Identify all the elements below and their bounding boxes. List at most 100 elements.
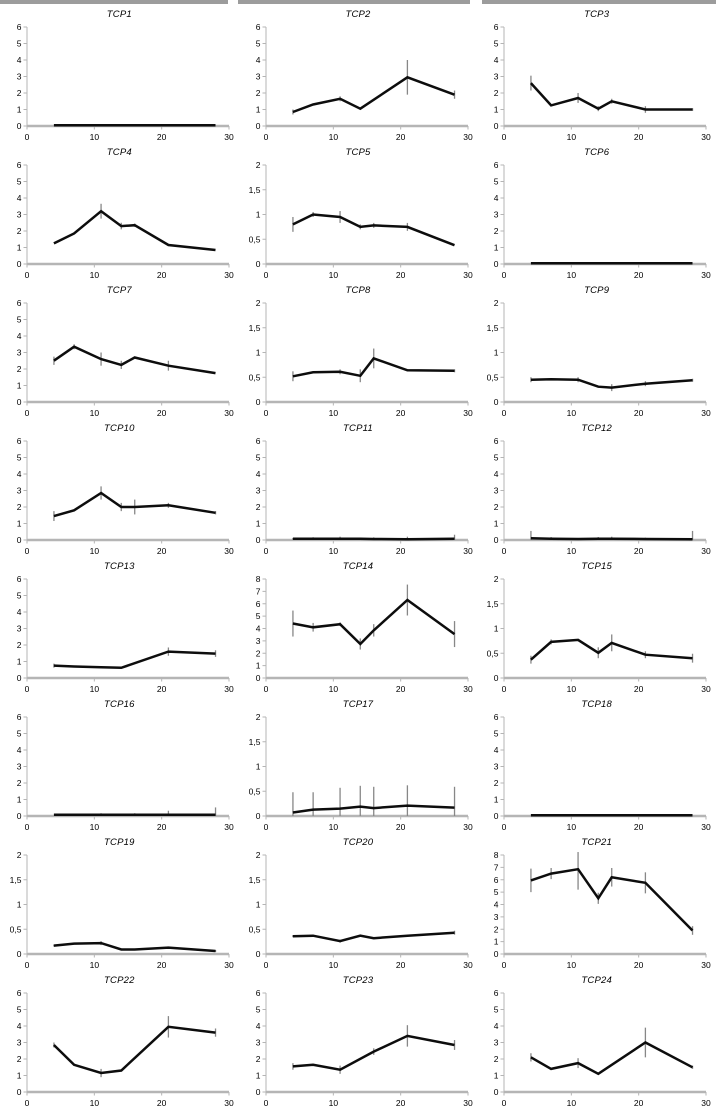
y-tick-label: 2 [17,778,22,788]
y-tick-label: 0 [255,397,260,407]
chart-plot: 0 1 2 3 4 5 6 0 10 20 30 [255,988,472,1108]
data-line [53,941,216,953]
chart-title: TCP23 [342,975,374,986]
x-tick-label: 20 [634,1098,644,1108]
x-tick-label: 30 [463,822,473,832]
x-tick-label: 20 [396,1098,406,1108]
chart-title: TCP21 [581,837,612,848]
y-tick-label: 3 [255,486,260,496]
x-tick-label: 30 [702,546,712,556]
chart-title: TCP3 [584,9,610,20]
x-tick-label: 30 [702,408,712,418]
chart-plot: 0 1 2 3 4 5 6 0 10 20 30 [17,160,234,280]
y-tick-label: 0 [255,535,260,545]
separator-bar [0,0,228,4]
y-tick-label: 0 [17,259,22,269]
x-tick-label: 0 [502,546,507,556]
x-tick-label: 0 [25,132,30,142]
x-tick-label: 10 [328,132,338,142]
x-tick-label: 10 [567,546,577,556]
x-tick-label: 0 [263,270,268,280]
y-tick-label: 0 [255,949,260,959]
x-tick-label: 20 [157,1098,167,1108]
chart-cell-tcp9: TCP9 0 0,5 1 1,5 2 0 10 20 30 [477,282,716,420]
y-tick-label: 0 [255,811,260,821]
y-tick-label: 4 [17,331,22,341]
y-tick-label: 2 [494,778,499,788]
data-line [53,650,216,670]
y-tick-label: 3 [17,1038,22,1048]
y-tick-label: 1,5 [487,323,499,333]
y-tick-label: 1 [255,661,260,671]
y-tick-label: 0,5 [248,372,260,382]
chart-title: TCP10 [104,423,135,434]
x-tick-label: 0 [502,132,507,142]
chart-title: TCP12 [581,423,612,434]
y-tick-label: 3 [17,486,22,496]
chart-title: TCP9 [584,285,610,296]
x-tick-label: 10 [90,822,100,832]
chart-cell-tcp11: TCP11 0 1 2 3 4 5 6 0 10 20 30 [239,420,478,558]
y-tick-label: 2 [17,502,22,512]
y-tick-label: 3 [494,72,499,82]
y-tick-label: 1 [494,624,499,634]
y-tick-label: 1 [17,657,22,667]
chart-title: TCP14 [342,561,374,572]
y-tick-label: 2 [17,364,22,374]
x-tick-label: 10 [567,1098,577,1108]
y-tick-label: 4 [494,745,499,755]
x-tick-label: 30 [224,960,234,970]
y-tick-label: 5 [17,591,22,601]
x-tick-label: 0 [263,684,268,694]
y-tick-label: 1 [17,900,22,910]
y-tick-label: 0 [17,673,22,683]
x-tick-label: 30 [463,546,473,556]
chart-cell-tcp7: TCP7 0 1 2 3 4 5 6 0 10 20 30 [0,282,239,420]
y-tick-label: 5 [494,1005,499,1015]
chart-plot: 0 1 2 3 4 5 6 0 10 20 30 [17,574,234,694]
data-line [53,209,216,252]
y-tick-label: 4 [494,1021,499,1031]
y-tick-label: 2 [17,226,22,236]
x-tick-label: 10 [567,684,577,694]
data-line [530,1041,694,1076]
y-tick-label: 5 [255,39,260,49]
x-tick-label: 20 [634,132,644,142]
chart-plot: 00,511,520 10 20 30 [248,298,472,418]
x-tick-label: 20 [634,546,644,556]
y-tick-label: 2 [255,88,260,98]
y-tick-label: 0,5 [10,924,22,934]
x-tick-label: 0 [25,684,30,694]
chart-title: TCP1 [106,9,132,20]
x-tick-label: 0 [25,270,30,280]
x-tick-label: 20 [157,960,167,970]
y-tick-label: 2 [255,1054,260,1064]
x-tick-label: 30 [224,270,234,280]
x-tick-label: 10 [567,408,577,418]
y-tick-label: 4 [17,193,22,203]
chart-cell-tcp1: TCP1 0 1 2 3 4 5 6 0 10 20 30 [0,6,239,144]
chart-cell-tcp13: TCP13 0 1 2 3 4 5 6 0 10 20 30 [0,558,239,696]
x-tick-label: 10 [90,684,100,694]
x-tick-label: 30 [224,822,234,832]
y-tick-label: 1,5 [248,737,260,747]
y-tick-label: 0 [494,1087,499,1097]
x-tick-label: 0 [502,408,507,418]
x-tick-label: 0 [25,1098,30,1108]
chart-cell-tcp14: TCP14 0 1 2 3 4 5 6 7 8 0 10 20 30 [239,558,478,696]
y-tick-label: 7 [255,586,260,596]
y-tick-label: 1 [255,519,260,529]
chart-plot: 00,511,520 10 20 30 [10,850,234,970]
y-tick-label: 4 [494,193,499,203]
chart-title: TCP2 [345,9,371,20]
chart-title: TCP5 [345,147,371,158]
y-tick-label: 6 [255,436,260,446]
y-tick-label: 5 [17,39,22,49]
y-tick-label: 1 [494,795,499,805]
chart-title: TCP6 [584,147,610,158]
x-tick-label: 0 [263,408,268,418]
x-tick-label: 30 [224,1098,234,1108]
chart-plot: 0 1 2 3 4 5 6 0 10 20 30 [494,712,711,832]
y-tick-label: 2 [255,648,260,658]
y-tick-label: 4 [255,624,260,634]
